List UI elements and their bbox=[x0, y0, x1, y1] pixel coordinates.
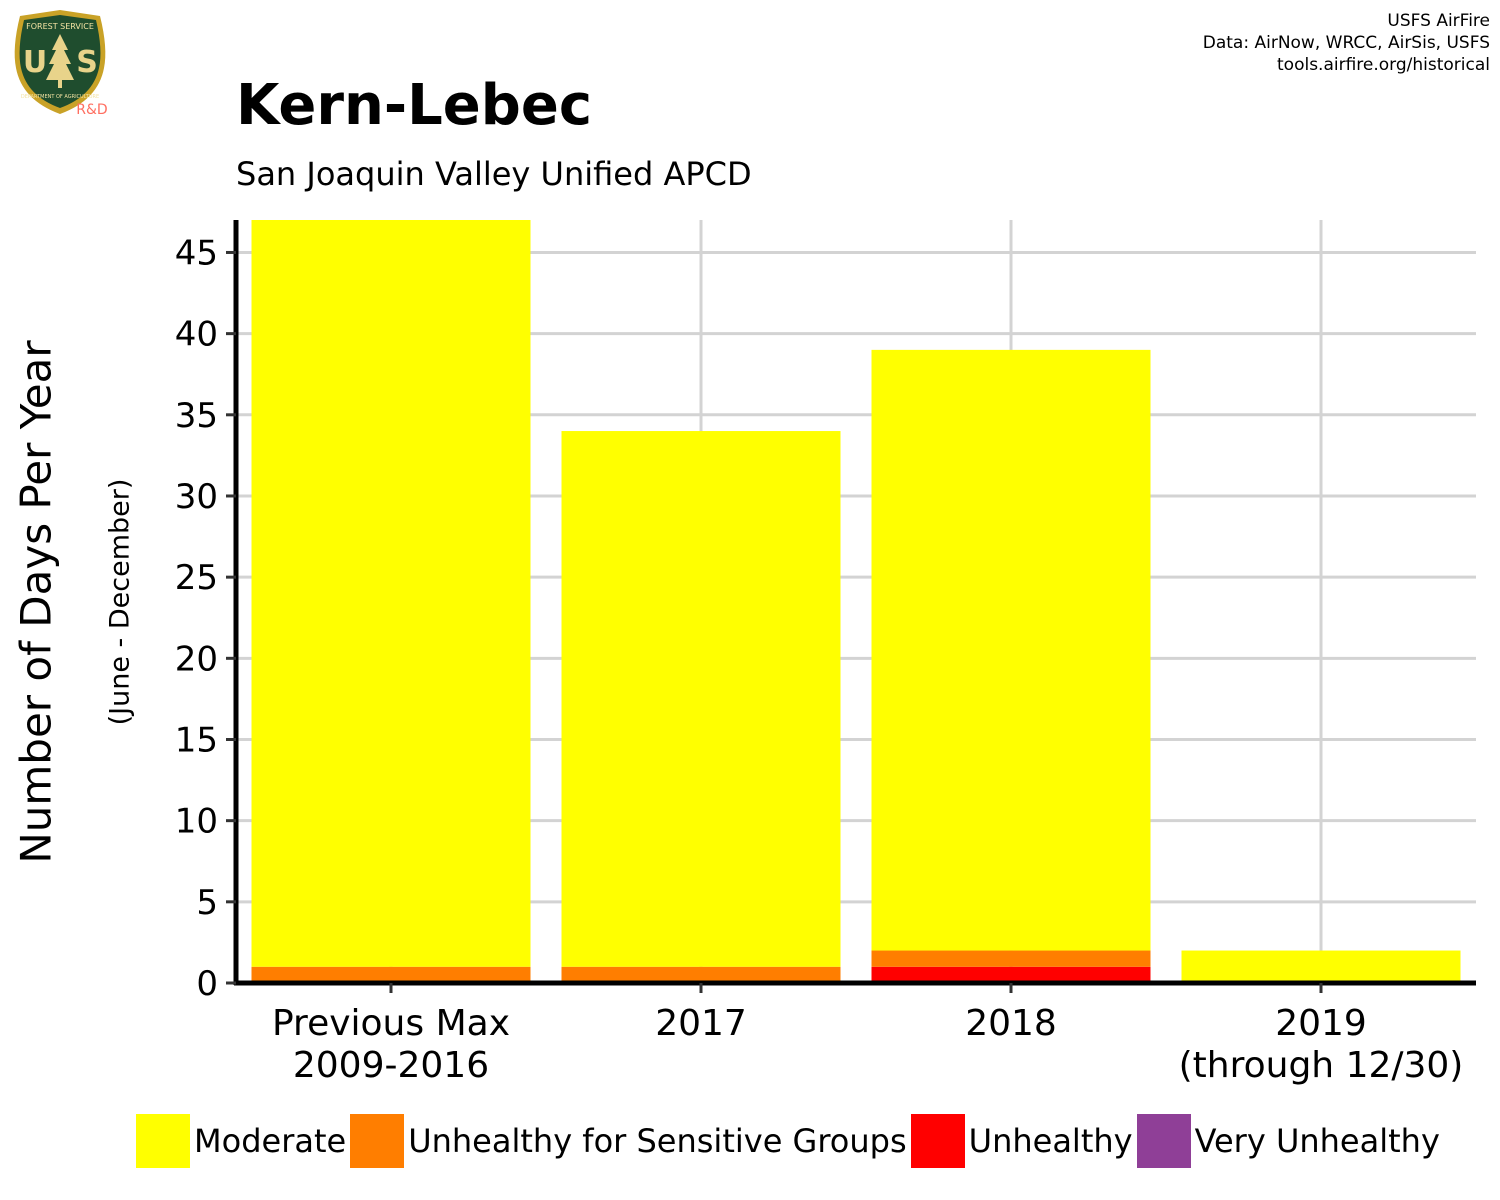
bar-segment bbox=[1181, 950, 1461, 983]
logo-letter-s: S bbox=[76, 45, 98, 80]
logo-bottom-text: DEPARTMENT OF AGRICULTURE bbox=[21, 94, 99, 100]
y-tick-label: 40 bbox=[175, 315, 218, 355]
bar-segment bbox=[871, 950, 1151, 967]
legend-item: Unhealthy for Sensitive Groups bbox=[350, 1114, 907, 1168]
usfs-shield-logo: FOREST SERVICE U S DEPARTMENT OF AGRICUL… bbox=[14, 10, 108, 118]
legend-swatch bbox=[1136, 1114, 1191, 1168]
axes bbox=[233, 220, 1476, 986]
bar-segment bbox=[561, 966, 841, 983]
legend-label: Very Unhealthy bbox=[1194, 1122, 1440, 1160]
y-tick-label: 30 bbox=[175, 477, 218, 517]
legend-item: Very Unhealthy bbox=[1136, 1114, 1440, 1168]
bar-segment bbox=[251, 220, 531, 967]
x-tick-label: 2009-2016 bbox=[293, 1045, 489, 1086]
bar-segment bbox=[251, 966, 531, 983]
x-tick-label: Previous Max bbox=[272, 1003, 510, 1044]
legend-label: Unhealthy for Sensitive Groups bbox=[408, 1122, 907, 1160]
legend: Moderate Unhealthy for Sensitive Groups Un… bbox=[136, 1114, 1444, 1168]
credit-line: tools.airfire.org/historical bbox=[1277, 55, 1490, 75]
y-tick-label: 20 bbox=[175, 639, 218, 679]
bar-segment bbox=[871, 349, 1151, 951]
x-tick-label: (through 12/30) bbox=[1179, 1045, 1464, 1086]
legend-item: Unhealthy bbox=[910, 1114, 1133, 1168]
data-credits: USFS AirFire Data: AirNow, WRCC, AirSis,… bbox=[1203, 10, 1490, 76]
legend-item: Moderate bbox=[136, 1114, 346, 1168]
x-tick-label: 2019 bbox=[1275, 1003, 1367, 1044]
logo-letter-u: U bbox=[23, 45, 47, 80]
legend-label: Unhealthy bbox=[968, 1122, 1133, 1160]
y-tick-label: 5 bbox=[196, 883, 218, 923]
y-tick-label: 45 bbox=[175, 233, 218, 273]
y-tick-label: 25 bbox=[175, 558, 218, 598]
bar-segment bbox=[871, 966, 1151, 983]
y-tick-label: 15 bbox=[175, 720, 218, 760]
logo-top-text: FOREST SERVICE bbox=[26, 22, 94, 31]
chart-subtitle: San Joaquin Valley Unified APCD bbox=[236, 155, 752, 193]
x-tick-label: 2018 bbox=[965, 1003, 1057, 1044]
tree-icon bbox=[46, 34, 74, 88]
x-tick-label: 2017 bbox=[655, 1003, 747, 1044]
bars bbox=[251, 220, 1461, 983]
y-tick-label: 0 bbox=[196, 964, 218, 1004]
legend-swatch bbox=[910, 1114, 965, 1168]
credit-line: USFS AirFire bbox=[1387, 11, 1490, 31]
legend-swatch bbox=[136, 1114, 190, 1168]
chart-title: Kern-Lebec bbox=[236, 73, 593, 138]
y-tick-label: 35 bbox=[175, 396, 218, 436]
y-tick-label: 10 bbox=[175, 802, 218, 842]
credit-line: Data: AirNow, WRCC, AirSis, USFS bbox=[1202, 33, 1490, 53]
bar-segment bbox=[561, 431, 841, 967]
legend-label: Moderate bbox=[194, 1122, 347, 1160]
legend-swatch bbox=[350, 1114, 405, 1168]
logo-rd-badge: R&D bbox=[76, 102, 107, 118]
